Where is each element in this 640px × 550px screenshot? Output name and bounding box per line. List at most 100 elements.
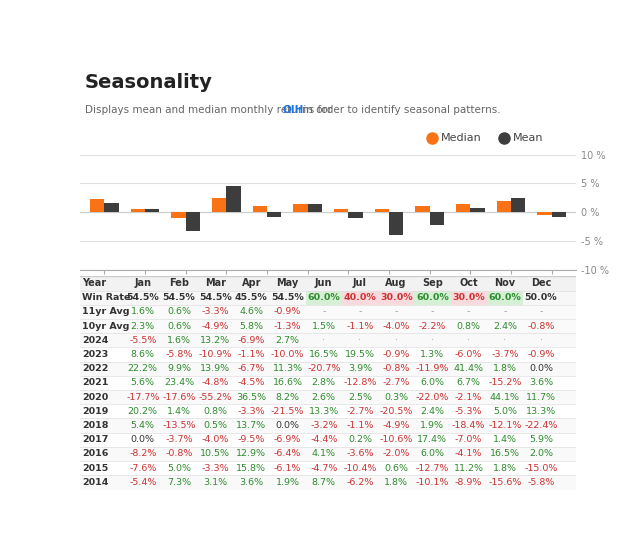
Text: 6.0%: 6.0% [420, 449, 444, 459]
Bar [80, 376, 576, 390]
Text: -2.0%: -2.0% [383, 449, 410, 459]
Bar [145, 209, 159, 212]
Bar [486, 290, 523, 305]
Bar [227, 186, 241, 212]
Text: 6.7%: 6.7% [456, 378, 481, 387]
Text: -10.4%: -10.4% [343, 464, 377, 472]
Text: 13.3%: 13.3% [308, 407, 339, 416]
Text: -10.0%: -10.0% [271, 350, 304, 359]
Bar [389, 212, 403, 235]
Text: 1.9%: 1.9% [420, 421, 444, 430]
Text: ·: · [395, 336, 397, 345]
Text: -11.9%: -11.9% [416, 364, 449, 373]
Text: 8.6%: 8.6% [131, 350, 155, 359]
Text: 3.9%: 3.9% [348, 364, 372, 373]
Bar [80, 461, 576, 475]
Text: Sep: Sep [422, 278, 443, 289]
Text: 8.7%: 8.7% [312, 478, 336, 487]
Text: 54.5%: 54.5% [271, 293, 304, 302]
Bar [80, 348, 576, 362]
Text: -6.9%: -6.9% [237, 336, 265, 345]
Text: 1.9%: 1.9% [276, 478, 300, 487]
Text: 9.9%: 9.9% [167, 364, 191, 373]
Text: ·: · [467, 336, 470, 345]
Text: Feb: Feb [169, 278, 189, 289]
Text: 1.5%: 1.5% [312, 322, 336, 331]
Text: -2.1%: -2.1% [455, 393, 483, 402]
Text: -0.8%: -0.8% [165, 449, 193, 459]
Text: ·: · [358, 336, 362, 345]
Text: -55.2%: -55.2% [198, 393, 232, 402]
Text: 60.0%: 60.0% [416, 293, 449, 302]
Text: -2.7%: -2.7% [346, 407, 374, 416]
Text: 40.0%: 40.0% [344, 293, 376, 302]
Text: -4.5%: -4.5% [237, 378, 265, 387]
Text: 7.3%: 7.3% [167, 478, 191, 487]
Text: Dec: Dec [531, 278, 551, 289]
Text: 5.0%: 5.0% [493, 407, 517, 416]
Text: 11.7%: 11.7% [526, 393, 556, 402]
Text: May: May [276, 278, 299, 289]
Text: -3.7%: -3.7% [165, 435, 193, 444]
Text: -22.4%: -22.4% [524, 421, 557, 430]
Text: ·: · [323, 336, 325, 345]
Text: -: - [394, 307, 398, 316]
Bar [538, 212, 552, 215]
Text: 0.0%: 0.0% [529, 364, 553, 373]
Text: 0.0%: 0.0% [131, 435, 155, 444]
Text: -0.8%: -0.8% [383, 364, 410, 373]
Bar [80, 390, 576, 404]
Text: -0.8%: -0.8% [527, 322, 555, 331]
Text: 5.9%: 5.9% [529, 435, 553, 444]
Text: -3.3%: -3.3% [202, 307, 229, 316]
Text: 50.0%: 50.0% [525, 293, 557, 302]
Text: 2.8%: 2.8% [312, 378, 336, 387]
Text: Median: Median [441, 133, 482, 143]
Bar [80, 333, 576, 348]
Text: -5.8%: -5.8% [165, 350, 193, 359]
Text: -3.2%: -3.2% [310, 421, 337, 430]
Text: -: - [503, 307, 506, 316]
Text: -: - [540, 307, 543, 316]
Text: -21.5%: -21.5% [271, 407, 304, 416]
Bar [451, 290, 486, 305]
Text: 2015: 2015 [82, 464, 108, 472]
Text: 0.0%: 0.0% [276, 421, 300, 430]
Text: 0.2%: 0.2% [348, 435, 372, 444]
Text: 2.4%: 2.4% [420, 407, 444, 416]
Bar [253, 206, 267, 212]
Text: -15.2%: -15.2% [488, 378, 522, 387]
Text: -18.4%: -18.4% [452, 421, 485, 430]
Text: Displays mean and median monthly returns for: Displays mean and median monthly returns… [85, 106, 335, 116]
Text: -0.9%: -0.9% [383, 350, 410, 359]
Text: 2016: 2016 [82, 449, 108, 459]
Text: -1.3%: -1.3% [274, 322, 301, 331]
Text: -3.3%: -3.3% [202, 464, 229, 472]
Text: -5.8%: -5.8% [527, 478, 555, 487]
Text: -12.8%: -12.8% [343, 378, 377, 387]
Text: 2017: 2017 [82, 435, 108, 444]
Bar [80, 475, 576, 490]
Text: 2021: 2021 [82, 378, 108, 387]
Text: 3.1%: 3.1% [203, 478, 227, 487]
Text: Seasonality: Seasonality [85, 73, 213, 91]
Text: -20.5%: -20.5% [380, 407, 413, 416]
Text: ·: · [540, 336, 543, 345]
Bar [80, 433, 576, 447]
Text: Aug: Aug [385, 278, 407, 289]
Text: 2023: 2023 [82, 350, 108, 359]
Bar [552, 212, 566, 217]
Text: -10.1%: -10.1% [416, 478, 449, 487]
Text: 2.6%: 2.6% [312, 393, 336, 402]
Text: 4.1%: 4.1% [312, 449, 336, 459]
Text: 1.3%: 1.3% [420, 350, 444, 359]
Bar [306, 290, 342, 305]
Text: Year: Year [82, 278, 106, 289]
Text: Nov: Nov [494, 278, 515, 289]
Text: -3.6%: -3.6% [346, 449, 374, 459]
Text: OIH: OIH [282, 106, 304, 116]
Text: in order to identify seasonal patterns.: in order to identify seasonal patterns. [300, 106, 500, 116]
Bar [80, 319, 576, 333]
Text: 12.9%: 12.9% [236, 449, 266, 459]
Text: 1.4%: 1.4% [493, 435, 517, 444]
